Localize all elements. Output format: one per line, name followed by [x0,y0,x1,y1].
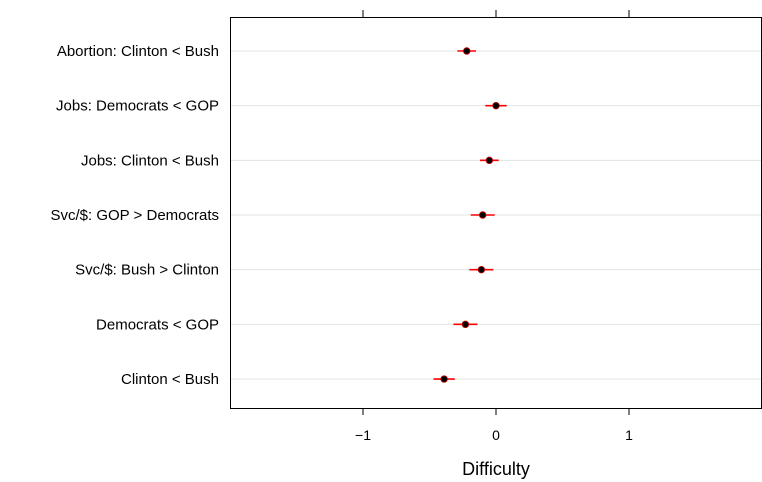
x-tick-label: 0 [492,427,500,443]
category-label: Jobs: Clinton < Bush [81,152,219,169]
x-tick-label: 1 [625,427,633,443]
plot-frame [230,17,762,409]
category-label: Abortion: Clinton < Bush [57,43,219,60]
category-label: Svc/$: Bush > Clinton [75,262,219,279]
category-label: Clinton < Bush [121,371,219,388]
gridlines [230,50,762,380]
axis-ticks [362,10,630,415]
tick-labels: −1 0 1 [355,427,633,443]
x-tick-label: −1 [355,427,371,443]
category-labels: Abortion: Clinton < Bush Jobs: Democrats … [50,43,219,388]
estimate-point [477,265,486,274]
estimate-point [479,211,487,219]
category-label: Svc/$: GOP > Democrats [50,207,219,224]
estimate-point [463,47,471,55]
estimate-point [461,320,470,329]
category-label: Democrats < GOP [96,316,219,333]
estimate-point [440,375,448,383]
estimate-point [485,156,494,165]
estimate-point [492,101,500,110]
point-layer [440,47,500,383]
x-axis-title: Difficulty [462,459,530,479]
category-label: Jobs: Democrats < GOP [56,98,219,115]
